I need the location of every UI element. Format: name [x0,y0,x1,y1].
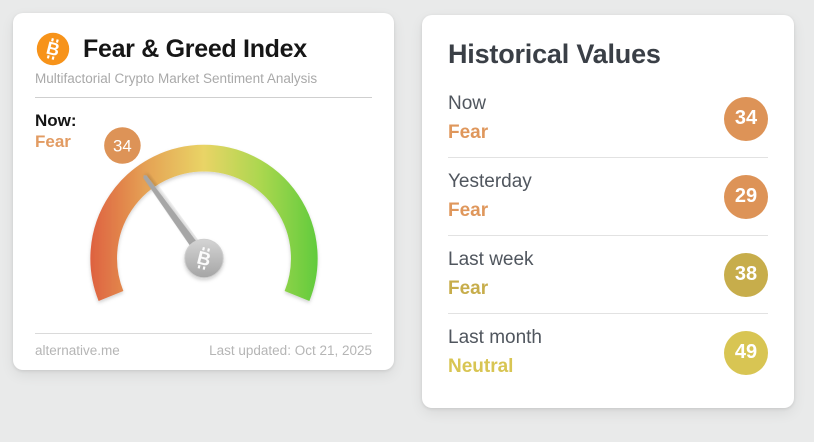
sentiment-label: Fear [448,122,489,143]
value-badge: 38 [724,252,768,297]
card-header: B Fear & Greed Index [35,31,372,67]
fear-greed-index-card: B Fear & Greed Index Multifactorial Cryp… [13,13,394,370]
svg-text:B: B [44,38,61,61]
sentiment-label: Fear [448,200,489,221]
card-footer: alternative.me Last updated: Oct 21, 202… [35,333,372,358]
sentiment-label: Neutral [448,356,514,377]
period-label: Yesterday [448,171,532,192]
now-status: Fear [35,132,71,152]
period-label: Now [448,93,487,114]
historical-values-title: Historical Values [448,39,661,69]
gauge-needle [142,174,208,261]
gauge-hub-bitcoin-icon: B [183,238,224,278]
period-label: Last week [448,249,534,270]
historical-row: Last month Neutral 49 [448,314,768,391]
card-subtitle: Multifactorial Crypto Market Sentiment A… [35,71,318,86]
value-badge: 34 [724,96,768,141]
last-updated-label: Last updated: Oct 21, 2025 [209,343,372,358]
card-title: Fear & Greed Index [83,34,307,63]
historical-values-card: Historical Values Now Fear 34 Yesterday … [422,15,794,408]
historical-row: Yesterday Fear 29 [448,158,768,236]
historical-row: Last week Fear 38 [448,236,768,314]
value-badge: 49 [724,330,768,375]
header-divider [35,97,372,98]
bitcoin-icon: B [36,32,70,66]
sentiment-label: Fear [448,278,489,299]
gauge-value: 34 [113,136,132,155]
svg-text:B: B [194,246,212,270]
gauge: B 34 [89,126,318,301]
now-label: Now: [35,111,77,130]
gauge-value-badge: 34 [103,126,141,164]
period-label: Last month [448,327,542,348]
historical-rows: Now Fear 34 Yesterday Fear 29 Last week … [448,80,768,391]
historical-row: Now Fear 34 [448,80,768,158]
source-link[interactable]: alternative.me [35,343,120,358]
value-badge: 29 [724,174,768,219]
gauge-arc [89,144,318,301]
